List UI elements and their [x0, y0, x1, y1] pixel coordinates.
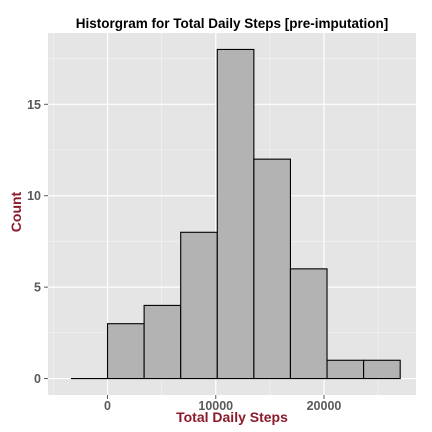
x-tick-label: 10000	[198, 399, 233, 413]
histogram-bar	[180, 231, 218, 380]
x-tick-label: 0	[104, 399, 111, 413]
y-axis-ticks: 0 5 10 15	[27, 98, 48, 386]
histogram-bar	[363, 359, 401, 380]
histogram-bar	[289, 268, 328, 380]
histogram-bar	[253, 158, 291, 380]
histogram-bars	[70, 48, 401, 380]
x-axis-label: Total Daily Steps	[176, 409, 288, 425]
histogram-bar	[143, 304, 182, 380]
y-tick-label: 5	[34, 281, 41, 295]
y-tick-label: 10	[27, 189, 41, 203]
y-tick-label: 0	[34, 372, 41, 386]
histogram-bar	[106, 323, 145, 380]
y-axis-label: Count	[8, 191, 24, 232]
x-tick-label: 20000	[307, 399, 342, 413]
x-axis-ticks: 0 10000 20000	[104, 395, 341, 413]
histogram-bar	[216, 48, 255, 380]
chart-title: Historgram for Total Daily Steps [pre-im…	[76, 16, 389, 31]
y-tick-label: 15	[27, 98, 41, 112]
histogram-bar	[326, 359, 365, 380]
